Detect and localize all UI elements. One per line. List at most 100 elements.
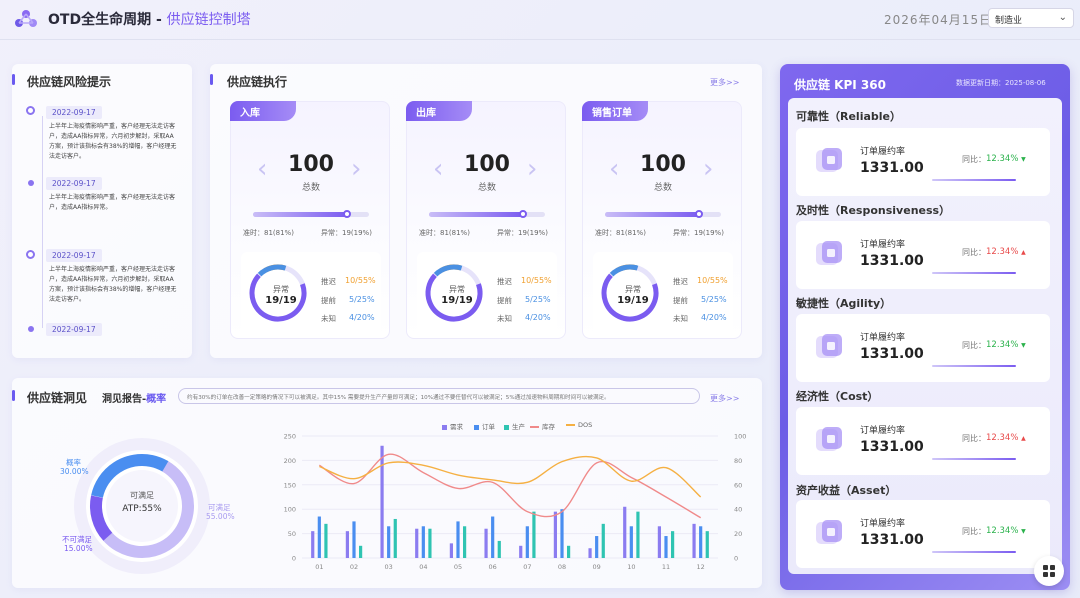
x-tick: 01 xyxy=(315,563,323,571)
y-right-tick: 0 xyxy=(734,555,738,563)
donut-ok-value: 55.00% xyxy=(206,512,235,521)
timeline-text: 上半年上海疫情影响严重，客户经理无法走访客户，造成AA指标异常。 xyxy=(49,194,176,211)
chevron-down-icon: ⌄ xyxy=(1058,12,1067,23)
early-label: 提前 xyxy=(497,296,512,305)
bar-0 xyxy=(623,506,627,558)
unknown-label: 未知 xyxy=(673,314,688,323)
abnormal-breakdown: 异常 19/19 推迟 10/55% 提前 5/25% 未知 4/20% xyxy=(417,252,557,334)
chevron-right-icon: › xyxy=(703,154,714,184)
insight-more-link[interactable]: 更多>> xyxy=(710,394,740,403)
bar-1 xyxy=(595,536,599,558)
ring-label: 异常 xyxy=(449,285,465,294)
atp-donut xyxy=(74,438,210,574)
early-value: 5/25% xyxy=(525,295,551,304)
timeline-dot xyxy=(26,250,35,259)
timeline-dot xyxy=(28,180,34,186)
card-total: 100 xyxy=(640,152,686,177)
bar-1 xyxy=(352,521,356,558)
legend-swatch xyxy=(504,424,509,430)
x-tick: 04 xyxy=(419,563,427,571)
kpi-card[interactable]: 订单履约率 1331.00 同比： 12.34% ▼ xyxy=(796,500,1050,568)
bar-0 xyxy=(484,528,488,558)
kpi-metric-name: 订单履约率 xyxy=(860,426,906,436)
kpi-section-title: 敏捷性（Agility） xyxy=(796,297,892,310)
bar-0 xyxy=(345,531,349,558)
kpi-section-title: 及时性（Responsiveness） xyxy=(796,204,951,217)
bar-1 xyxy=(560,509,564,558)
bar-2 xyxy=(601,523,605,558)
logo-icon xyxy=(15,10,37,27)
kpi-metric-name: 订单履约率 xyxy=(860,240,906,250)
kpi-metric-value: 1331.00 xyxy=(860,346,924,362)
legend-swatch xyxy=(442,424,447,430)
kpi-card[interactable]: 订单履约率 1331.00 同比： 12.34% ▲ xyxy=(796,221,1050,289)
bar-2 xyxy=(428,528,432,558)
progress-knob[interactable] xyxy=(694,210,703,218)
exec-card-sales-order: 销售订单 ‹ › 100 总数 准时：81(81%) 异常：19(19%) 异常… xyxy=(582,101,742,339)
bar-2 xyxy=(532,511,536,558)
unknown-value: 4/20% xyxy=(701,313,727,322)
legend-swatch xyxy=(566,424,575,426)
kpi-card[interactable]: 订单履约率 1331.00 同比： 12.34% ▼ xyxy=(796,314,1050,382)
bar-1 xyxy=(456,521,460,558)
bar-1 xyxy=(525,526,529,558)
kpi-yoy-value: 12.34% ▼ xyxy=(986,526,1026,536)
ontime-stat: 准时：81(81%) xyxy=(243,229,294,237)
trend-down-icon: ▼ xyxy=(1021,528,1026,535)
bar-1 xyxy=(387,526,391,558)
late-value: 10/55% xyxy=(697,276,728,285)
exec-title: 供应链执行 xyxy=(227,75,288,89)
bar-0 xyxy=(311,531,315,558)
timeline-text: 上半年上海疫情影响严重，客户经理无法走访客户，造成AA指标异常，六月初步解封，采… xyxy=(49,123,177,160)
late-label: 推迟 xyxy=(497,277,512,286)
timeline-dot xyxy=(28,326,34,332)
bar-0 xyxy=(692,523,696,558)
bar-0 xyxy=(588,548,592,558)
progress-knob[interactable] xyxy=(342,210,351,218)
kpi-card[interactable]: 订单履约率 1331.00 同比： 12.34% ▲ xyxy=(796,407,1050,475)
exec-more-link[interactable]: 更多>> xyxy=(710,78,740,87)
bar-1 xyxy=(699,526,703,558)
bar-1 xyxy=(317,516,321,558)
kpi-card[interactable]: 订单履约率 1331.00 同比： 12.34% ▼ xyxy=(796,128,1050,196)
legend-order: 订单 xyxy=(474,421,495,431)
floating-action-button[interactable] xyxy=(1034,556,1064,586)
bar-2 xyxy=(463,526,467,558)
bar-2 xyxy=(567,545,571,558)
kpi-bar xyxy=(932,272,1016,274)
early-label: 提前 xyxy=(673,296,688,305)
y-right-tick: 40 xyxy=(734,506,742,514)
x-tick: 11 xyxy=(662,563,670,571)
bar-2 xyxy=(497,540,501,558)
bar-0 xyxy=(519,545,523,558)
abnormal-ring xyxy=(601,264,659,322)
bar-1 xyxy=(421,526,425,558)
industry-select[interactable]: 制造业 ⌄ xyxy=(988,8,1074,28)
chevron-right-icon: › xyxy=(527,154,538,184)
progress-bar xyxy=(429,210,545,218)
y-left-tick: 250 xyxy=(284,433,296,441)
ring-label: 异常 xyxy=(273,285,289,294)
x-tick: 03 xyxy=(385,563,393,571)
y-left-tick: 0 xyxy=(292,555,296,563)
timeline-date: 2022-09-17 xyxy=(46,323,102,336)
bar-2 xyxy=(636,511,640,558)
kpi-list: 可靠性（Reliable） 订单履约率 1331.00 同比： 12.34% ▼… xyxy=(788,98,1062,574)
page-title: OTD全生命周期 - 供应链控制塔 xyxy=(48,12,251,28)
early-value: 5/25% xyxy=(349,295,375,304)
y-left-tick: 150 xyxy=(284,481,296,489)
card-tag: 入库 xyxy=(230,101,296,121)
kpi-bar xyxy=(932,179,1016,181)
progress-knob[interactable] xyxy=(518,210,527,218)
exec-card-inbound: 入库 ‹ › 100 总数 准时：81(81%) 异常：19(19%) 异常 1… xyxy=(230,101,390,339)
bar-0 xyxy=(657,526,661,558)
y-left-tick: 50 xyxy=(288,530,296,538)
header: OTD全生命周期 - 供应链控制塔 2026年04月15日 制造业 ⌄ xyxy=(0,0,1080,40)
chevron-left-icon: ‹ xyxy=(609,154,620,184)
kpi-section-title: 可靠性（Reliable） xyxy=(796,110,901,123)
y-left-tick: 100 xyxy=(284,506,296,514)
ontime-stat: 准时：81(81%) xyxy=(419,229,470,237)
late-label: 推迟 xyxy=(321,277,336,286)
kpi-yoy-label: 同比： xyxy=(962,527,986,536)
bar-1 xyxy=(664,536,668,558)
